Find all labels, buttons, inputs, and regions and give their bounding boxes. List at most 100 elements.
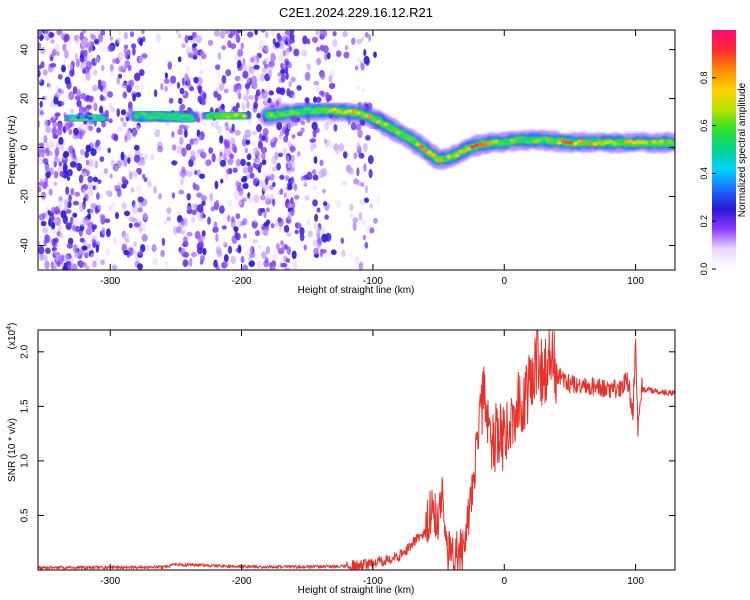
- noise-blob: [43, 254, 48, 262]
- noise-blob: [39, 35, 43, 42]
- noise-blob: [270, 223, 275, 229]
- noise-blob: [42, 158, 49, 165]
- noise-blob: [362, 234, 367, 241]
- ridge-point: [139, 114, 145, 119]
- noise-blob: [245, 87, 250, 96]
- noise-blob: [74, 52, 79, 60]
- noise-blob: [201, 195, 207, 202]
- noise-blob: [141, 233, 148, 242]
- ridge-point: [379, 121, 385, 126]
- noise-blob: [70, 187, 75, 196]
- noise-blob: [363, 49, 367, 57]
- noise-blob: [121, 202, 127, 210]
- noise-blob: [70, 256, 74, 265]
- noise-blob: [313, 143, 317, 149]
- ridge-point: [225, 115, 231, 119]
- noise-blob: [315, 46, 321, 52]
- ridge-point: [450, 154, 456, 159]
- noise-blob: [94, 184, 100, 193]
- noise-blob: [313, 96, 317, 103]
- noise-blob: [249, 246, 255, 255]
- noise-blob: [223, 242, 228, 248]
- noise-blob: [302, 35, 308, 45]
- noise-blob: [255, 230, 260, 237]
- noise-blob: [253, 218, 258, 223]
- noise-blob: [53, 156, 58, 164]
- noise-blob: [123, 249, 130, 256]
- noise-blob: [338, 143, 345, 152]
- noise-blob: [321, 233, 328, 243]
- noise-blob: [360, 62, 365, 71]
- noise-blob: [324, 251, 331, 259]
- ridge-point: [635, 140, 641, 144]
- ridge-point: [269, 113, 275, 117]
- noise-blob: [90, 34, 97, 40]
- noise-blob: [131, 43, 137, 49]
- noise-blob: [247, 196, 253, 204]
- x-tick-label: 0: [501, 276, 507, 287]
- noise-blob: [213, 30, 221, 37]
- ridge-point: [182, 116, 188, 121]
- noise-blob: [283, 245, 288, 250]
- noise-blob: [179, 229, 186, 235]
- noise-blob: [291, 134, 296, 139]
- noise-blob: [179, 137, 184, 145]
- noise-blob: [117, 126, 124, 133]
- noise-blob: [269, 267, 276, 270]
- noise-blob: [244, 147, 248, 154]
- ridge-point: [80, 115, 86, 119]
- noise-blob: [116, 37, 121, 44]
- ridge-point: [470, 144, 476, 149]
- noise-blob: [122, 91, 128, 99]
- noise-blob: [282, 147, 288, 156]
- ridge-point: [147, 113, 153, 117]
- noise-blob: [259, 162, 263, 168]
- ridge-point: [95, 116, 101, 120]
- noise-blob: [239, 76, 244, 82]
- noise-blob: [116, 188, 122, 198]
- noise-blob: [58, 136, 64, 145]
- noise-blob: [248, 260, 255, 267]
- noise-blob: [244, 250, 250, 257]
- noise-blob: [142, 212, 148, 220]
- ridge-point: [375, 120, 381, 124]
- noise-blob: [198, 134, 202, 141]
- noise-blob: [131, 204, 139, 214]
- noise-blob: [106, 228, 111, 238]
- noise-blob: [283, 135, 289, 143]
- noise-blob: [48, 188, 53, 196]
- noise-blob: [278, 55, 283, 63]
- noise-blob: [45, 147, 50, 157]
- noise-blob: [235, 31, 239, 37]
- noise-blob: [44, 260, 50, 270]
- noise-blob: [86, 221, 93, 229]
- noise-blob: [293, 183, 298, 192]
- noise-blob: [249, 141, 256, 147]
- noise-blob: [115, 212, 119, 219]
- noise-blob: [38, 213, 45, 221]
- noise-blob: [191, 209, 198, 216]
- noise-blob: [79, 237, 85, 243]
- noise-blob: [201, 200, 206, 206]
- ridge-point: [76, 115, 82, 120]
- noise-blob: [127, 157, 131, 164]
- noise-blob: [94, 160, 99, 169]
- noise-blob: [40, 61, 45, 69]
- noise-blob: [247, 31, 254, 38]
- ridge-point: [509, 138, 515, 143]
- ridge-point: [497, 139, 503, 144]
- noise-blob: [307, 230, 313, 238]
- noise-blob: [67, 262, 72, 270]
- noise-blob: [226, 168, 233, 175]
- noise-blob: [356, 38, 362, 45]
- noise-blob: [95, 139, 101, 147]
- noise-blob: [185, 247, 192, 253]
- noise-blob: [205, 159, 211, 167]
- snr-multiplier-base: (x10: [7, 329, 18, 349]
- noise-blob: [261, 159, 267, 166]
- noise-blob: [223, 254, 229, 263]
- noise-blob: [38, 69, 41, 78]
- noise-blob: [189, 86, 195, 92]
- noise-blob: [170, 75, 177, 84]
